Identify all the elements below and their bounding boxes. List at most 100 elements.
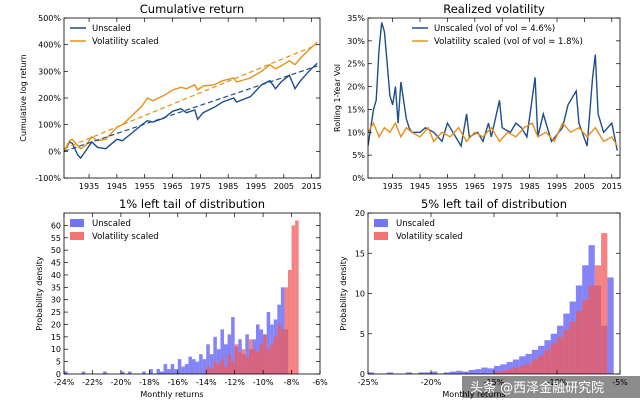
histogram-bar <box>481 367 488 374</box>
x-tick-label: -20% <box>111 378 132 387</box>
histogram-bar <box>594 265 602 374</box>
y-axis-label: Probability density <box>35 256 44 330</box>
histogram-bar <box>506 369 513 374</box>
histogram-bar <box>252 349 256 374</box>
histogram-bar <box>468 369 476 374</box>
histogram-bar <box>266 349 271 374</box>
histogram-bar <box>550 343 557 374</box>
y-tick-label: 5 <box>56 358 61 367</box>
x-tick-label: 1935 <box>79 182 99 191</box>
histogram-bar <box>227 354 232 374</box>
watermark: 头条 @西泽金融研究院 <box>470 380 604 396</box>
y-tick-label: 10% <box>347 128 365 137</box>
histogram-bar <box>386 372 394 374</box>
histogram-bar <box>245 356 249 374</box>
x-tick-label: 1945 <box>107 182 127 191</box>
series-line <box>64 62 318 160</box>
y-tick-label: 20 <box>355 209 365 218</box>
histogram-bar <box>216 349 221 374</box>
y-tick-label: 400% <box>38 41 61 50</box>
histogram-bar <box>538 355 545 374</box>
histogram-bar <box>575 311 583 374</box>
x-tick-label: 1985 <box>519 182 539 191</box>
realized-volatility-panel: Realized volatility 0% 5% 10% 15% 20% 25% 30% 35… <box>333 2 622 191</box>
histogram-bar <box>563 329 570 374</box>
legend-swatch <box>374 232 388 240</box>
histogram-bar <box>206 366 210 374</box>
x-tick-label: 1955 <box>437 182 457 191</box>
legend-label: Unscaled <box>92 219 131 229</box>
y-tick-label: 20% <box>347 83 365 92</box>
histogram-bar <box>544 349 551 374</box>
x-axis-label: Monthly returns <box>140 390 203 399</box>
y-tick-label: 30% <box>347 37 365 46</box>
histogram-bar <box>103 371 107 374</box>
histogram-bar <box>128 371 132 374</box>
y-tick-label: 15 <box>355 249 365 258</box>
histogram-bar <box>231 361 235 374</box>
y-tick-label: 100% <box>38 121 61 130</box>
y-tick-label: 15 <box>51 333 61 342</box>
x-tick-label: -22% <box>82 378 103 387</box>
five-percent-tail-panel: 5% left tail of distribution 0 5 10 15 20 -25%… <box>339 197 628 399</box>
histogram-bar <box>582 299 589 374</box>
y-tick-label: 30 <box>51 296 61 305</box>
chart-title: Realized volatility <box>443 2 545 16</box>
y-tick-label: 55 <box>51 234 61 243</box>
histogram-bar <box>224 366 228 374</box>
histogram-bar <box>462 371 469 374</box>
histogram-bar <box>195 361 200 374</box>
histogram-bar <box>234 344 239 374</box>
histogram-bar <box>160 371 164 374</box>
histogram-bar <box>418 372 425 374</box>
histogram-bar <box>156 369 160 374</box>
plot-frame <box>367 17 621 179</box>
histogram-bar <box>256 351 260 374</box>
histogram-bar <box>81 371 86 374</box>
chart-title: 5% left tail of distribution <box>421 197 567 211</box>
histogram-bar <box>506 361 513 374</box>
histogram-bar <box>167 369 171 374</box>
histogram-bar <box>494 365 501 374</box>
histogram-bar <box>170 364 175 374</box>
y-axis-label: Cumulative log return <box>19 54 28 141</box>
x-tick-label: 2015 <box>301 182 321 191</box>
chart-title: Cumulative return <box>140 2 244 16</box>
histogram-bar <box>588 285 595 374</box>
histogram-bar <box>266 312 271 374</box>
histogram-bar <box>475 369 482 374</box>
histogram-bar <box>443 372 450 374</box>
x-tick-label: -10% <box>253 378 274 387</box>
y-tick-label: 300% <box>38 67 61 76</box>
histogram-bar <box>569 321 576 374</box>
x-tick-label: 1995 <box>246 182 266 191</box>
histogram-bar <box>607 277 614 374</box>
x-tick-label: 1975 <box>190 182 210 191</box>
legend-swatch <box>70 219 84 227</box>
x-tick-label: -25% <box>358 378 379 387</box>
histogram-bar <box>273 336 278 374</box>
trend-line <box>64 44 318 150</box>
histogram-bar <box>120 371 125 374</box>
histogram-bar <box>248 339 253 374</box>
legend-label: Unscaled <box>92 24 131 34</box>
x-tick-label: 2005 <box>574 182 594 191</box>
histogram-bar <box>601 233 608 374</box>
x-tick-label: -8% <box>284 378 300 387</box>
histogram-bar <box>531 359 539 374</box>
histogram-bar <box>231 317 235 374</box>
x-tick-label: -18% <box>139 378 160 387</box>
y-tick-label: 0% <box>352 174 365 183</box>
y-tick-label: 10 <box>51 345 61 354</box>
x-tick-label: -14% <box>196 378 217 387</box>
histogram-bar <box>184 364 189 374</box>
histogram-bar <box>494 371 501 374</box>
histogram-bar <box>487 368 494 374</box>
legend-label: Unscaled (vol of vol = 4.6%) <box>434 24 555 34</box>
histogram-bar <box>277 324 281 374</box>
y-tick-label: 15% <box>347 105 365 114</box>
histogram-bar <box>270 344 274 374</box>
x-tick-label: 1935 <box>382 182 402 191</box>
histogram-bar <box>456 370 463 374</box>
histogram-bar <box>188 356 192 374</box>
